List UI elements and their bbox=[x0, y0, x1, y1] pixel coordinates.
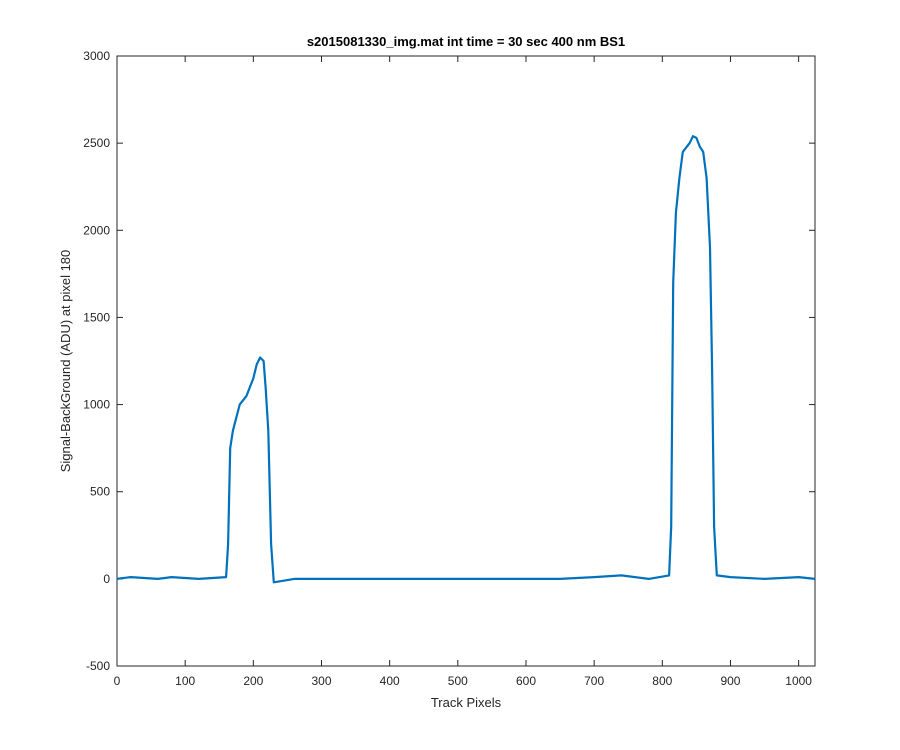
x-tick-label: 200 bbox=[243, 674, 263, 688]
x-tick-label: 100 bbox=[175, 674, 195, 688]
plot-area bbox=[116, 55, 816, 667]
x-tick-labels: 0 100 200 300 400 500 600 700 800 900 1000 bbox=[114, 674, 813, 688]
signal-series-line bbox=[116, 135, 816, 584]
y-tick-labels: -500 0 500 1000 1500 2000 2500 3000 bbox=[83, 49, 110, 673]
x-tick-label: 1000 bbox=[785, 674, 812, 688]
x-axis-label: Track Pixels bbox=[431, 695, 502, 710]
x-tick-label: 500 bbox=[448, 674, 468, 688]
x-tick-label: 900 bbox=[720, 674, 740, 688]
y-tick-label: 3000 bbox=[83, 49, 110, 63]
x-tick-label: 600 bbox=[516, 674, 536, 688]
axis-ticks bbox=[116, 55, 815, 667]
y-tick-label: 500 bbox=[90, 485, 110, 499]
x-tick-label: 0 bbox=[114, 674, 121, 688]
y-tick-label: 2500 bbox=[83, 136, 110, 150]
y-tick-label: 1000 bbox=[83, 398, 110, 412]
y-tick-label: 1500 bbox=[83, 310, 110, 324]
y-tick-label: 0 bbox=[103, 572, 110, 586]
y-axis-label: Signal-BackGround (ADU) at pixel 180 bbox=[58, 250, 73, 473]
x-tick-label: 800 bbox=[652, 674, 672, 688]
y-tick-label: -500 bbox=[86, 659, 110, 673]
x-tick-label: 300 bbox=[311, 674, 331, 688]
x-tick-label: 400 bbox=[380, 674, 400, 688]
y-tick-label: 2000 bbox=[83, 223, 110, 237]
chart-title: s2015081330_img.mat int time = 30 sec 40… bbox=[307, 34, 625, 49]
x-tick-label: 700 bbox=[584, 674, 604, 688]
